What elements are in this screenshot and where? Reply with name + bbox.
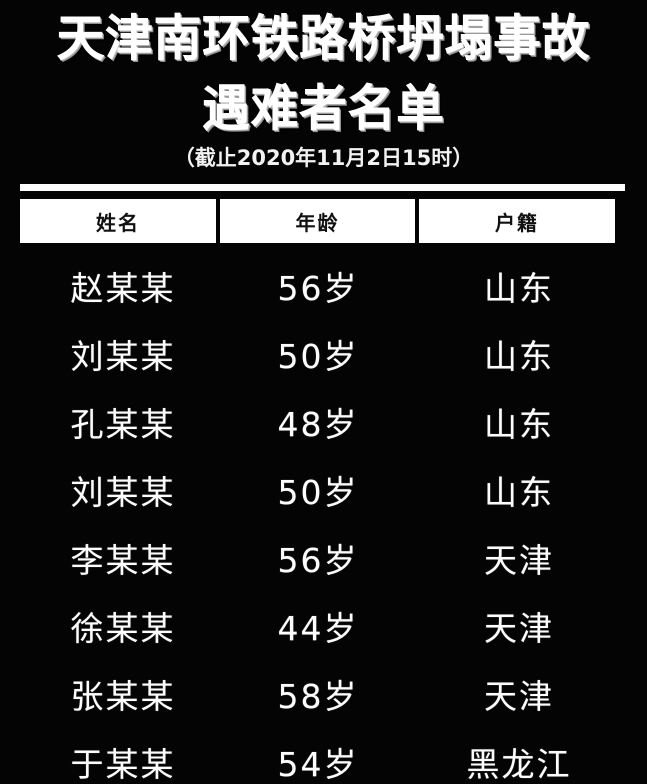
poster-subtitle: （截止2020年11月2日15时） [173, 146, 474, 170]
cell-origin: 山东 [484, 405, 554, 444]
table-row: 孔某某 48岁 山东 [0, 388, 647, 456]
table-row: 赵某某 56岁 山东 [0, 252, 647, 320]
cell-age: 58岁 [277, 677, 359, 716]
cell-origin: 山东 [484, 337, 554, 376]
cell-age: 56岁 [277, 269, 359, 308]
cell-origin: 山东 [484, 473, 554, 512]
table-header-name: 姓名 [20, 199, 216, 243]
cell-name: 赵某某 [70, 269, 176, 308]
table-body: 赵某某 56岁 山东 刘某某 50岁 山东 孔某某 48岁 山东 刘某某 50岁… [0, 252, 647, 784]
table-row: 于某某 54岁 黑龙江 [0, 728, 647, 784]
table-header-origin: 户籍 [419, 199, 615, 243]
table-row: 徐某某 44岁 天津 [0, 592, 647, 660]
cell-name: 徐某某 [70, 609, 176, 648]
cell-age: 56岁 [277, 541, 359, 580]
cell-origin: 天津 [484, 541, 554, 580]
table-header-row: 姓名 年龄 户籍 [20, 199, 615, 243]
cell-name: 李某某 [70, 541, 176, 580]
cell-name: 刘某某 [70, 473, 176, 512]
cell-age: 54岁 [277, 745, 359, 784]
table-row: 张某某 58岁 天津 [0, 660, 647, 728]
cell-age: 50岁 [277, 473, 359, 512]
table-header-age: 年龄 [220, 199, 415, 243]
cell-name: 刘某某 [70, 337, 176, 376]
cell-age: 48岁 [277, 405, 359, 444]
table-row: 李某某 56岁 天津 [0, 524, 647, 592]
cell-name: 张某某 [70, 677, 176, 716]
poster-title-line-2: 遇难者名单 [202, 80, 445, 137]
cell-origin: 天津 [484, 609, 554, 648]
poster-title-line-1: 天津南环铁路桥坍塌事故 [56, 10, 591, 67]
cell-name: 孔某某 [70, 405, 176, 444]
cell-origin: 黑龙江 [466, 745, 572, 784]
cell-age: 44岁 [277, 609, 359, 648]
cell-age: 50岁 [277, 337, 359, 376]
cell-name: 于某某 [70, 745, 176, 784]
cell-origin: 山东 [484, 269, 554, 308]
cell-origin: 天津 [484, 677, 554, 716]
header-divider-rule [20, 184, 625, 191]
table-row: 刘某某 50岁 山东 [0, 320, 647, 388]
table-row: 刘某某 50岁 山东 [0, 456, 647, 524]
